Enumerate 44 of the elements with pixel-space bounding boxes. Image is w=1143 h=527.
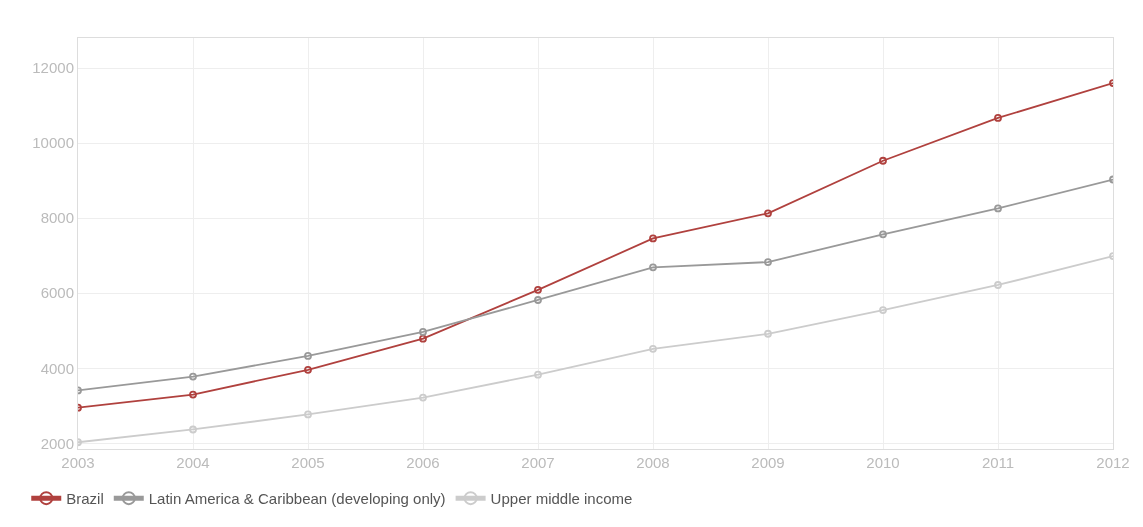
- line-series: [78, 79, 1113, 412]
- y-tick-label: 2000: [40, 434, 74, 452]
- x-tick-label: 2011: [981, 454, 1015, 471]
- point: [649, 234, 657, 243]
- point: [534, 370, 542, 379]
- point: [304, 410, 312, 419]
- legend-label: Upper middle income: [490, 489, 633, 507]
- point: [304, 365, 312, 374]
- x-tick-label: 2007: [521, 454, 555, 471]
- x-tick-label: 2005: [291, 454, 325, 471]
- x-tick-label: 2004: [176, 454, 210, 471]
- point: [879, 230, 887, 239]
- legend-label: Latin America & Caribbean (developing only): [148, 489, 446, 507]
- point: [304, 352, 312, 360]
- y-tick-label: 10000: [32, 134, 74, 152]
- point: [764, 258, 772, 266]
- point: [649, 263, 657, 272]
- point: [189, 372, 197, 381]
- x-tick-label: 2006: [406, 454, 440, 471]
- point: [419, 334, 427, 343]
- y-tick-label: 8000: [40, 209, 74, 227]
- point: [994, 204, 1002, 213]
- point: [649, 344, 657, 353]
- point: [419, 327, 427, 336]
- point: [879, 156, 887, 165]
- point: [534, 285, 542, 294]
- y-tick-label: 12000: [32, 59, 74, 77]
- point: [879, 306, 887, 315]
- point: [764, 209, 772, 218]
- legend-label: Brazil: [66, 489, 104, 507]
- x-tick-label: 2010: [866, 454, 900, 471]
- point: [534, 296, 542, 304]
- x-tick-label: 2008: [636, 454, 670, 471]
- y-tick-label: 4000: [40, 359, 74, 377]
- x-tick-label: 2003: [61, 454, 95, 471]
- x-tick-label: 2009: [751, 454, 785, 471]
- point: [189, 390, 197, 399]
- point: [189, 425, 197, 434]
- point: [994, 114, 1002, 122]
- x-tick-label: 2012: [1096, 454, 1130, 471]
- point: [994, 281, 1002, 289]
- point: [764, 329, 772, 338]
- point: [419, 393, 427, 402]
- y-tick-label: 6000: [40, 284, 74, 302]
